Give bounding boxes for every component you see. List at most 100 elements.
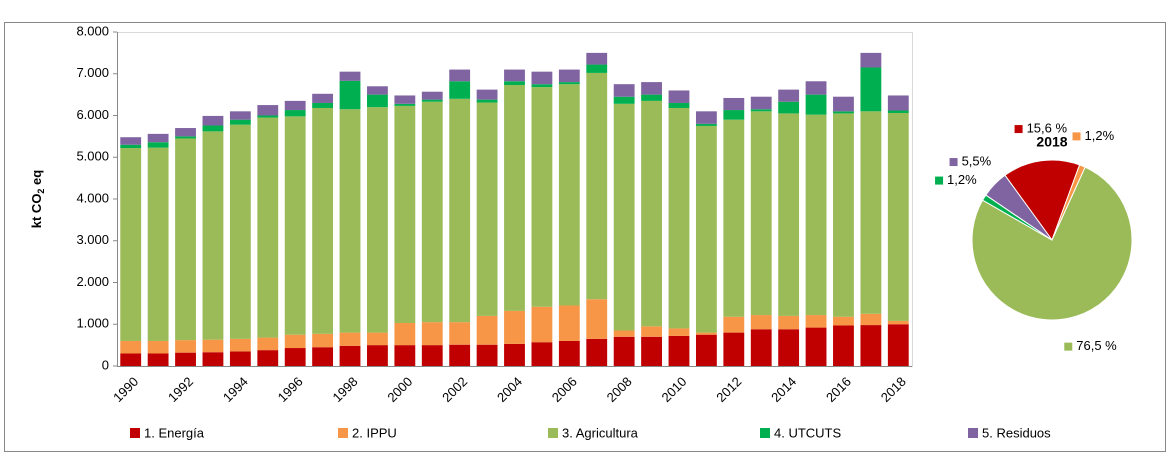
bar-segment [668,328,690,336]
bar-segment [367,345,388,366]
bar-segment [695,111,717,124]
bar-segment [421,99,443,102]
pie-label: 1,2% [1085,128,1115,143]
bar-segment [668,335,690,366]
bar-segment [367,107,388,333]
x-tick-label: 2000 [384,374,415,405]
bar-segment [394,103,416,106]
bar-segment [887,320,909,325]
bar-segment [339,345,361,366]
bar-segment [750,315,772,330]
bar-segment [778,113,800,316]
bar-segment [833,111,854,114]
bar-segment [147,133,169,143]
bar-segment [860,67,882,112]
bar-segment [421,322,443,346]
bar-segment [668,102,690,108]
bar-segment [887,112,909,321]
bar-segment [833,325,854,366]
pie-label-swatch [1064,342,1073,351]
bar-segment [367,94,388,108]
bar-segment [805,94,827,115]
pie-label: 5,5% [962,153,992,168]
bar-segment [284,110,306,117]
pie-label: 76,5 % [1076,338,1117,353]
bar-segment [421,101,443,323]
bar-segment [175,128,196,137]
bar-segment [257,105,279,116]
bar-segment [476,89,498,100]
bar-segment [558,305,580,341]
bar-segment [175,340,196,353]
bar-segment [750,96,772,110]
bar-segment [284,334,306,349]
y-tick-label: 8.000 [76,23,109,38]
bar-segment [641,100,662,327]
bar-segment [312,107,334,334]
legend-swatch [968,428,978,438]
bar-segment [887,95,909,111]
bar-segment [394,322,416,346]
bar-segment [449,322,471,345]
bar-segment [887,110,909,113]
y-tick-label: 3.000 [76,232,109,247]
pie-label-swatch [935,176,944,185]
x-tick-label: 2010 [658,374,689,405]
bar-segment [120,148,142,341]
x-tick-label: 2004 [494,374,525,405]
bar-segment [120,137,142,145]
bar-segment [120,353,142,366]
x-tick-label: 2016 [823,374,854,405]
bar-segment [394,105,416,323]
bar-segment [257,115,279,118]
bar-segment [723,332,745,366]
bar-segment [558,340,580,366]
legend-label: 4. UTCUTS [774,425,842,440]
bar-segment [695,125,717,333]
bar-segment [860,52,882,68]
bar-segment [421,345,443,366]
bar-segment [750,329,772,366]
bar-segment [449,81,471,99]
bar-segment [531,87,553,307]
bar-segment [449,344,471,366]
bar-segment [723,110,745,120]
bar-segment [449,69,471,82]
bar-segment [641,94,662,101]
bar-segment [586,338,608,366]
bar-segment [202,339,224,353]
bar-segment [805,315,827,328]
pie-label: 1,2% [947,172,977,187]
bar-segment [367,86,388,95]
bar-segment [641,82,662,95]
bar-segment [586,72,608,300]
bar-segment [586,64,608,73]
pie-slice [971,166,1133,321]
bar-segment [504,69,525,82]
bar-segment [613,336,635,366]
bar-segment [531,306,553,343]
bar-segment [147,147,169,341]
legend-swatch [760,428,770,438]
bar-segment [805,327,827,366]
bar-segment [504,310,525,344]
bar-segment [750,111,772,316]
bar-segment [257,337,279,351]
bar-segment [887,324,909,366]
bar-segment [202,352,224,366]
bar-segment [613,103,635,331]
bar-segment [586,52,608,65]
bar-segment [312,93,334,103]
x-tick-label: 2008 [604,374,635,405]
x-tick-label: 1994 [220,374,251,405]
bar-segment [504,85,525,311]
bar-segment [312,333,334,348]
bar-segment [284,348,306,366]
y-tick-label: 4.000 [76,190,109,205]
pie-title: 2018 [1036,134,1067,150]
bar-segment [175,136,196,139]
bar-segment [449,98,471,323]
y-tick-label: 5.000 [76,149,109,164]
bar-segment [120,144,142,149]
